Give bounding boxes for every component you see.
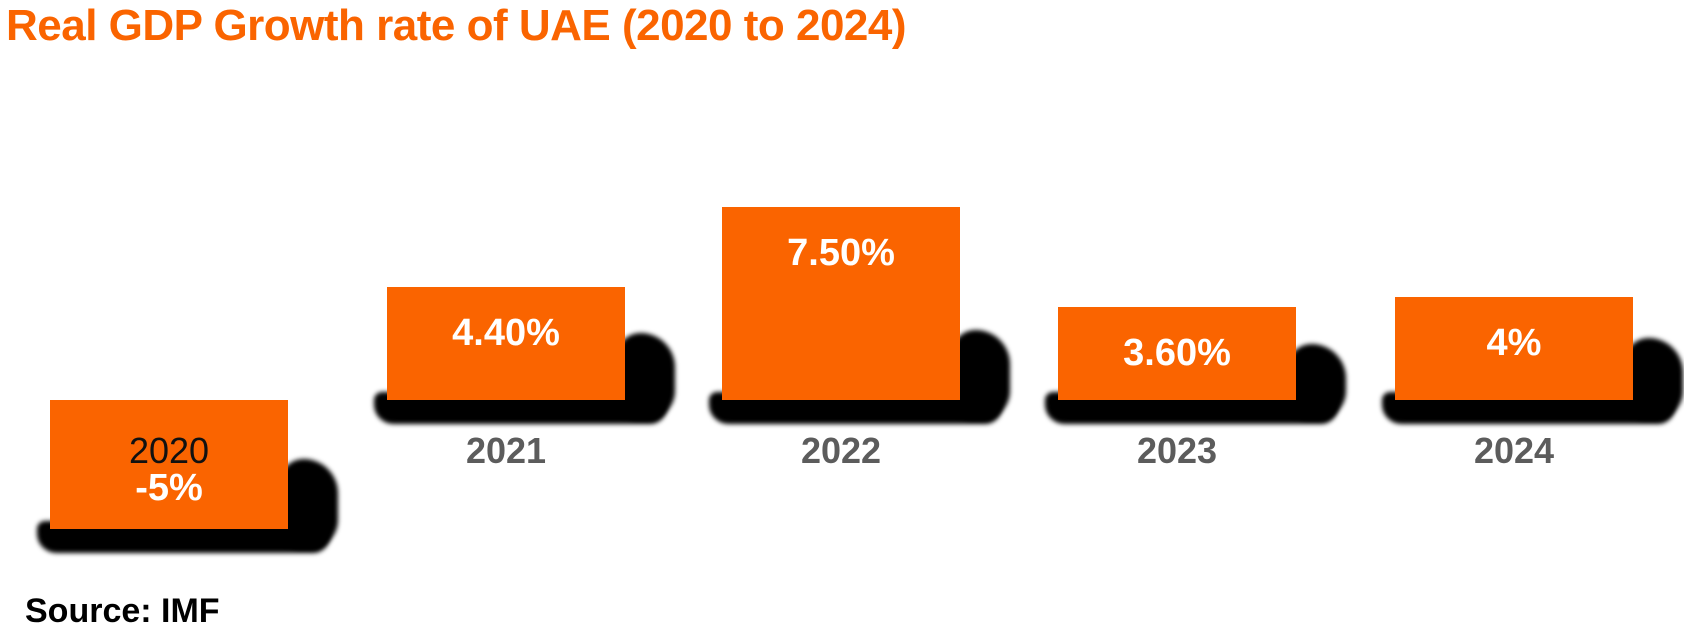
bar [50,400,288,529]
bar-group: 4% [1382,297,1683,424]
bar-category-label: 2021 [465,430,547,471]
bar-value-label: 3.60% [1123,332,1231,374]
bar-value-label: 4% [1486,322,1542,364]
bar-category-label: 2020 [128,430,210,471]
bar-category-label: 2023 [1136,430,1218,471]
bar [387,287,625,400]
bar-group: 4.40% [374,287,675,424]
bar-shadow [280,459,338,549]
bar-shadow [952,330,1010,420]
bar [722,207,960,400]
bar-group: 7.50% [709,207,1010,424]
bar-category-label: 2022 [800,430,882,471]
bar-value-label: 7.50% [787,232,895,274]
bar-shadow [1625,338,1683,420]
bar-group: 3.60% [1045,307,1346,424]
chart-title: Real GDP Growth rate of UAE (2020 to 202… [6,1,907,50]
bar-shadow [617,333,675,420]
bar-group: -5% [37,400,338,553]
bar [1058,307,1296,400]
bar-value-label: 4.40% [452,312,560,354]
bar-category-label: 2024 [1473,430,1555,471]
bar-shadow [1288,344,1346,420]
source-note: Source: IMF [25,592,220,630]
bar-value-label: -5% [135,467,203,509]
bar [1395,297,1633,400]
